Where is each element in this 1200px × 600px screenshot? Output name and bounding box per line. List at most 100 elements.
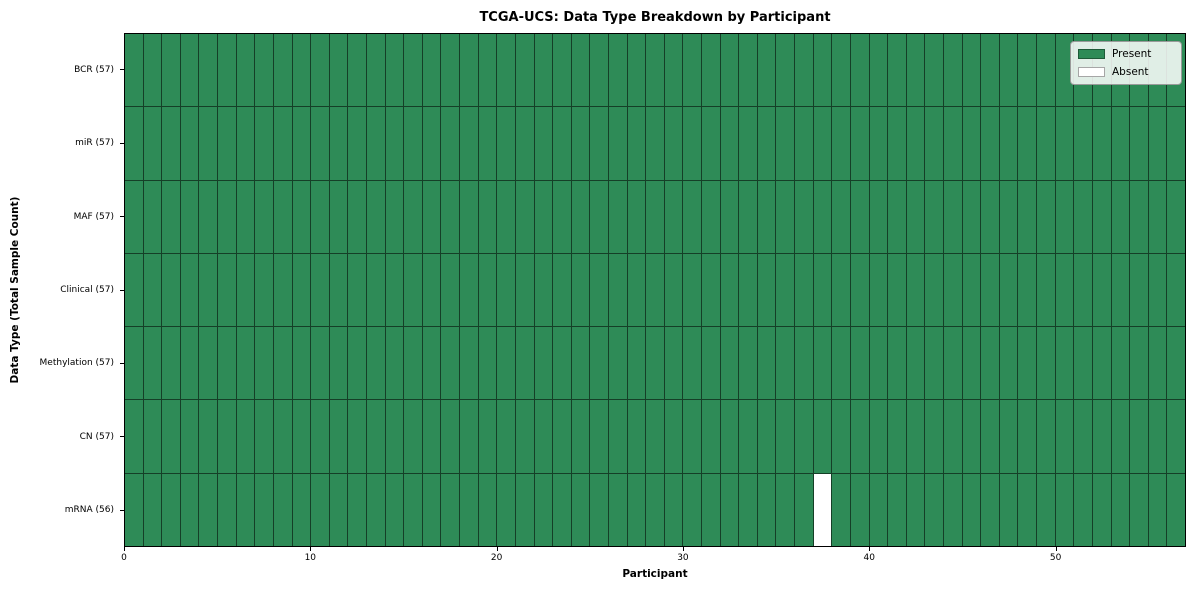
heatmap-cell-Methylation-21 [515,327,534,400]
heatmap-cell-Clinical-22 [534,253,553,327]
legend-label-present: Present [1112,48,1152,60]
x-tick-label-0: 0 [121,553,127,563]
x-tick-label-30: 30 [677,553,689,563]
heatmap-cell-Methylation-54 [1130,327,1148,400]
heatmap-cell-Clinical-6 [236,253,255,327]
heatmap-cell-BCR-17 [441,34,460,107]
heatmap-cell-Clinical-19 [478,253,497,327]
heatmap-cell-miR-26 [608,107,627,180]
heatmap-cell-CN-16 [422,400,441,473]
heatmap-cell-BCR-31 [702,34,720,107]
heatmap-cell-miR-50 [1055,107,1074,180]
y-tick-mark-miR [120,142,124,144]
x-tick-label-50: 50 [1049,553,1062,563]
heatmap-cell-CN-12 [348,400,366,473]
heatmap-cell-BCR-27 [627,34,646,107]
heatmap-cell-mRNA-2 [162,473,180,546]
heatmap-cell-Clinical-4 [199,253,218,327]
heatmap-cell-Methylation-45 [962,327,981,400]
heatmap-cell-Methylation-37 [813,327,832,400]
heatmap-cell-Methylation-46 [981,327,999,400]
heatmap-cell-mRNA-8 [273,473,292,546]
heatmap-cell-Clinical-38 [832,253,850,327]
heatmap-cell-miR-1 [143,107,162,180]
heatmap-cell-MAF-11 [329,180,348,253]
heatmap-cell-miR-3 [180,107,199,180]
heatmap-cell-Methylation-19 [478,327,497,400]
heatmap-cell-MAF-24 [571,180,590,253]
heatmap-cell-Methylation-40 [869,327,888,400]
heatmap-cell-MAF-40 [869,180,888,253]
heatmap-cell-CN-45 [962,400,981,473]
heatmap-cell-miR-7 [255,107,273,180]
heatmap-cell-CN-44 [944,400,962,473]
heatmap-cell-Methylation-28 [646,327,664,400]
heatmap-cell-mRNA-15 [404,473,422,546]
heatmap-cell-Methylation-4 [199,327,218,400]
heatmap-cell-BCR-19 [478,34,497,107]
heatmap-cell-miR-13 [366,107,385,180]
heatmap-cell-BCR-45 [962,34,981,107]
x-tick-mark-0 [124,547,125,551]
heatmap-cell-Clinical-11 [329,253,348,327]
heatmap-cell-BCR-3 [180,34,199,107]
heatmap-cell-miR-12 [348,107,366,180]
heatmap-cell-MAF-10 [311,180,329,253]
heatmap-cell-mRNA-17 [441,473,460,546]
heatmap-cell-Clinical-25 [590,253,608,327]
heatmap-cell-BCR-42 [906,34,925,107]
heatmap-cell-CN-5 [218,400,236,473]
heatmap-cell-Clinical-56 [1167,253,1185,327]
heatmap-cell-Clinical-15 [404,253,422,327]
heatmap-cell-mRNA-29 [664,473,683,546]
heatmap-cell-BCR-2 [162,34,180,107]
heatmap-cell-BCR-47 [999,34,1018,107]
heatmap-cell-CN-9 [292,400,311,473]
heatmap-cell-CN-38 [832,400,850,473]
heatmap-cell-mRNA-52 [1092,473,1111,546]
heatmap-cell-CN-21 [515,400,534,473]
heatmap-cell-BCR-34 [757,34,776,107]
x-tick-mark-50 [1055,547,1057,551]
heatmap-cell-mRNA-5 [218,473,236,546]
heatmap-cell-CN-25 [590,400,608,473]
heatmap-cell-BCR-13 [366,34,385,107]
heatmap-cell-MAF-17 [441,180,460,253]
heatmap-cell-Clinical-35 [776,253,795,327]
heatmap-cell-CN-40 [869,400,888,473]
heatmap-cell-Clinical-10 [311,253,329,327]
y-tick-label-miR: miR (57) [75,138,114,149]
heatmap-grid [125,34,1185,546]
heatmap-cell-MAF-42 [906,180,925,253]
heatmap-cell-CN-24 [571,400,590,473]
heatmap-cell-mRNA-50 [1055,473,1074,546]
heatmap-cell-Methylation-48 [1018,327,1037,400]
heatmap-cell-miR-41 [888,107,906,180]
heatmap-cell-BCR-22 [534,34,553,107]
heatmap-cell-miR-28 [646,107,664,180]
heatmap-cell-mRNA-7 [255,473,273,546]
y-tick-mark-Methylation [120,362,124,364]
heatmap-cell-mRNA-11 [329,473,348,546]
heatmap-cell-mRNA-54 [1130,473,1148,546]
heatmap-cell-mRNA-22 [534,473,553,546]
heatmap-cell-Methylation-36 [795,327,813,400]
heatmap-cell-mRNA-14 [385,473,404,546]
heatmap-cell-Methylation-12 [348,327,366,400]
heatmap-cell-Clinical-21 [515,253,534,327]
heatmap-cell-MAF-23 [553,180,571,253]
heatmap-cell-Clinical-47 [999,253,1018,327]
heatmap-cell-CN-56 [1167,400,1185,473]
heatmap-cell-BCR-44 [944,34,962,107]
heatmap-cell-Clinical-31 [702,253,720,327]
heatmap-cell-Methylation-8 [273,327,292,400]
heatmap-cell-Clinical-42 [906,253,925,327]
heatmap-cell-Methylation-22 [534,327,553,400]
heatmap-cell-MAF-5 [218,180,236,253]
heatmap-cell-miR-11 [329,107,348,180]
heatmap-cell-MAF-9 [292,180,311,253]
heatmap-cell-Clinical-26 [608,253,627,327]
heatmap-cell-miR-34 [757,107,776,180]
heatmap-cell-miR-14 [385,107,404,180]
heatmap-cell-MAF-35 [776,180,795,253]
